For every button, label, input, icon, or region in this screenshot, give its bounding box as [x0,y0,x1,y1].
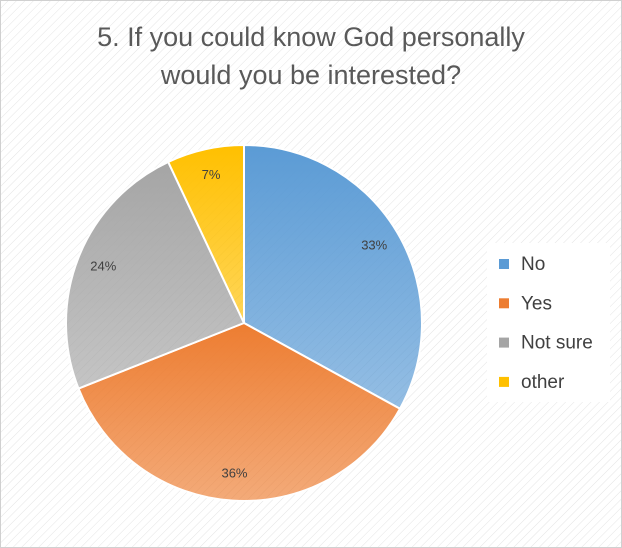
legend-swatch [499,337,509,348]
pie-slice [77,321,402,502]
pie-slice [65,160,246,390]
chart-title: 5. If you could know God personally woul… [97,22,525,90]
legend-swatch [499,376,509,387]
pie-slice [243,143,423,411]
data-label: 24% [90,259,116,274]
legend-swatch [499,259,509,269]
data-label: 36% [221,465,247,480]
data-label: 7% [202,167,221,182]
legend-label: Not sure [521,333,593,354]
pie-slice [166,143,245,324]
legend-label: No [521,254,545,275]
legend-label: other [521,372,565,393]
legend-swatch [499,298,509,309]
legend-label: Yes [521,293,552,314]
data-label: 33% [361,237,387,252]
legend-box [487,243,610,402]
